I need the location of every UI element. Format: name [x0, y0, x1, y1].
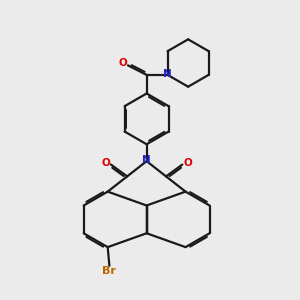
Text: O: O: [183, 158, 192, 167]
Text: N: N: [142, 155, 151, 166]
Text: N: N: [163, 69, 172, 79]
Text: O: O: [101, 158, 110, 167]
Text: Br: Br: [102, 266, 116, 276]
Text: O: O: [118, 58, 127, 68]
